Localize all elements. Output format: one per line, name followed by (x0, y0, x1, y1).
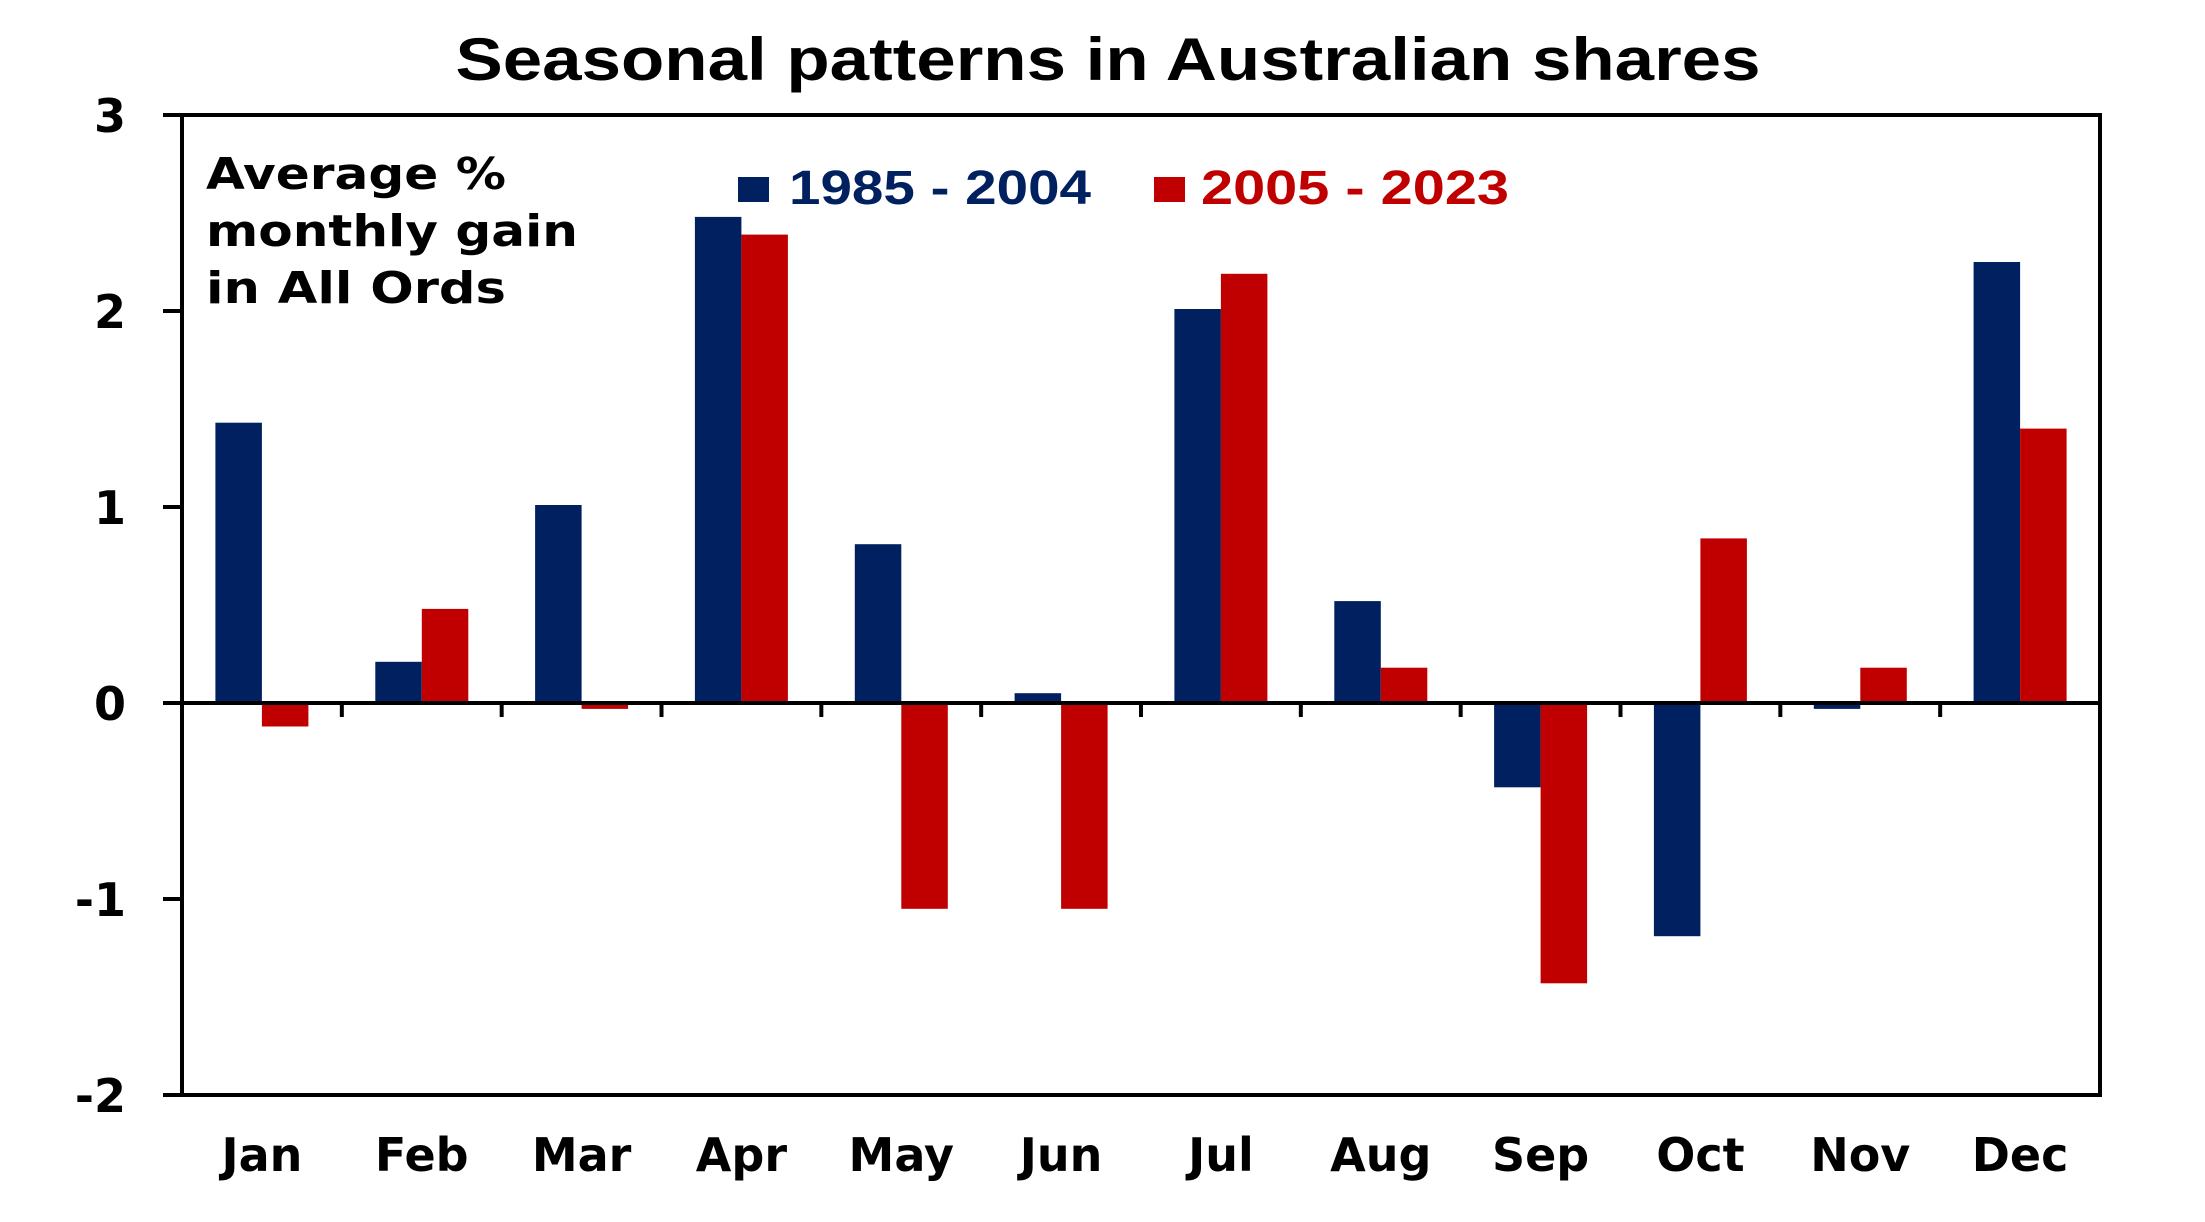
y-ticks-group: 3 2 1 0 -1 -2 (75, 89, 182, 1123)
bar-jul-series-2 (1220, 273, 1268, 703)
legend-label-series-2: 2005 - 2023 (1201, 162, 1509, 215)
annotation: Average % monthly gain in All Ords (206, 149, 578, 314)
legend-item-series-2: 2005 - 2023 (1154, 162, 1509, 215)
legend-label-series-1: 1985 - 2004 (789, 162, 1091, 215)
plot-frame (163, 113, 2102, 1097)
x-tick-label-jul: Jul (1185, 1128, 1254, 1182)
bar-sep-series-1 (1494, 703, 1541, 788)
bar-mar-series-2 (581, 703, 629, 709)
annotation-line-1: Average % (206, 149, 506, 200)
x-tick-label-jan: Jan (218, 1128, 302, 1182)
y-tick-label: -2 (75, 1069, 126, 1123)
legend-swatch-series-1 (738, 177, 769, 202)
legend: 1985 - 2004 2005 - 2023 (738, 162, 1509, 215)
bar-aug-series-1 (1334, 601, 1381, 703)
bar-aug-series-2 (1380, 667, 1428, 703)
bar-sep-series-2 (1540, 703, 1588, 984)
legend-swatch-series-2 (1154, 177, 1185, 202)
bar-jul-series-1 (1174, 309, 1221, 703)
bar-dec-series-2 (2020, 428, 2067, 703)
x-tick-label-dec: Dec (1972, 1128, 2069, 1182)
x-tick-label-mar: Mar (532, 1128, 632, 1182)
bar-may-series-2 (901, 703, 948, 909)
x-tick-label-nov: Nov (1810, 1128, 1910, 1182)
annotation-line-3: in All Ords (206, 263, 506, 314)
bar-oct-series-2 (1700, 538, 1747, 703)
bar-jan-series-1 (215, 422, 262, 703)
bar-nov-series-1 (1813, 703, 1861, 709)
bar-oct-series-1 (1653, 703, 1701, 937)
x-axis-group (163, 701, 2100, 717)
bar-jun-series-2 (1061, 703, 1108, 909)
y-tick-label: 3 (94, 89, 126, 143)
bar-feb-series-1 (375, 661, 422, 703)
x-tick-labels-group: Jan Feb Mar Apr May Jun Jul Aug Sep Oct Nov Dec (218, 1128, 2068, 1182)
x-tick-label-oct: Oct (1656, 1128, 1744, 1182)
x-tick-label-may: May (849, 1128, 954, 1182)
bar-dec-series-1 (1973, 262, 2021, 703)
x-tick-label-apr: Apr (696, 1128, 788, 1182)
y-tick-label: 1 (94, 481, 126, 535)
bar-mar-series-1 (535, 505, 582, 703)
bar-may-series-1 (854, 544, 902, 703)
legend-item-series-1: 1985 - 2004 (738, 162, 1091, 215)
bars-group (215, 216, 2067, 984)
bar-apr-series-2 (741, 234, 788, 703)
x-tick-label-jun: Jun (1017, 1128, 1103, 1182)
bar-nov-series-2 (1860, 667, 1907, 703)
chart-title: Seasonal patterns in Australian shares (456, 26, 1761, 93)
x-tick-label-sep: Sep (1492, 1128, 1589, 1182)
annotation-line-2: monthly gain (206, 206, 578, 257)
y-tick-label: -1 (75, 873, 126, 927)
x-tick-label-feb: Feb (375, 1128, 469, 1182)
bar-apr-series-1 (694, 216, 742, 703)
bar-jan-series-2 (261, 703, 309, 727)
x-tick-label-aug: Aug (1330, 1128, 1431, 1182)
bar-feb-series-2 (421, 608, 469, 703)
bar-jun-series-1 (1014, 693, 1062, 703)
y-tick-label: 2 (94, 285, 126, 339)
y-tick-label: 0 (94, 677, 126, 731)
